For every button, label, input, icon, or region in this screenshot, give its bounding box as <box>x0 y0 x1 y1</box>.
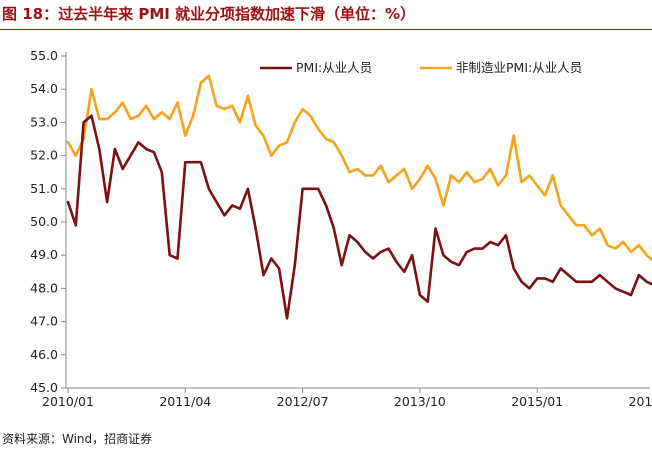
y-tick-label: 54.0 <box>30 81 58 96</box>
y-tick-labels: 45.0 46.0 47.0 48.0 49.0 50.0 51.0 52.0 53.0 54.0… <box>30 48 58 395</box>
y-tick-label: 46.0 <box>30 347 58 362</box>
figure-title: 图 18：过去半年来 PMI 就业分项指数加速下滑（单位：%） <box>2 5 416 23</box>
legend-label-pmi-employment: PMI:从业人员 <box>296 60 372 75</box>
axes <box>61 52 650 393</box>
y-tick-label: 50.0 <box>30 214 58 229</box>
y-tick-label: 48.0 <box>30 280 58 295</box>
y-tick-label: 47.0 <box>30 314 58 329</box>
legend: PMI:从业人员 非制造业PMI:从业人员 <box>260 60 582 75</box>
source-note: 资料来源：Wind，招商证券 <box>2 432 153 446</box>
legend-label-non-manufacturing-employment: 非制造业PMI:从业人员 <box>456 60 582 75</box>
series-line-non-manufacturing-employment <box>66 74 652 262</box>
x-tick-label: 2016/04 <box>629 394 652 409</box>
x-tick-label: 2012/07 <box>277 394 329 409</box>
series-line-pmi-employment <box>66 114 652 320</box>
y-tick-label: 45.0 <box>30 380 58 395</box>
series-lines <box>66 74 652 320</box>
x-tick-label: 2011/04 <box>159 394 211 409</box>
x-tick-label: 2013/10 <box>394 394 446 409</box>
y-tick-label: 52.0 <box>30 148 58 163</box>
line-chart: 45.0 46.0 47.0 48.0 49.0 50.0 51.0 52.0 53.0 54.0… <box>30 48 652 409</box>
y-tick-label: 53.0 <box>30 114 58 129</box>
title-divider <box>0 29 652 30</box>
x-tick-label: 2010/01 <box>42 394 94 409</box>
y-tick-label: 55.0 <box>30 48 58 63</box>
y-tick-label: 49.0 <box>30 247 58 262</box>
x-tick-label: 2015/01 <box>511 394 563 409</box>
x-tick-labels: 2010/01 2011/04 2012/07 2013/10 2015/01 2016/… <box>42 394 652 409</box>
y-tick-label: 51.0 <box>30 181 58 196</box>
